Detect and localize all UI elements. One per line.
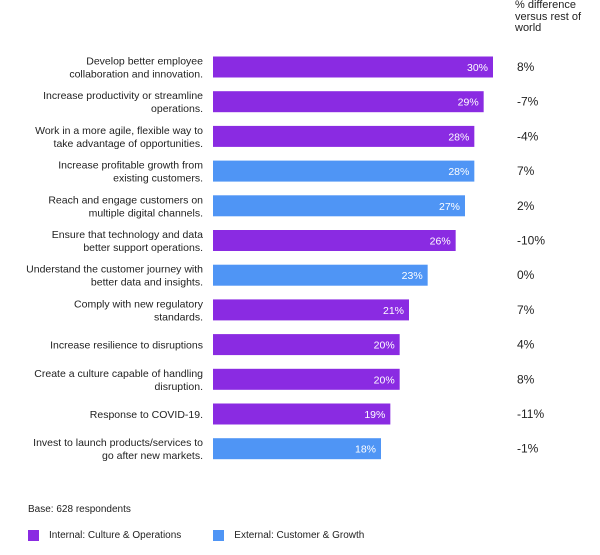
- bar-value-label-1: 30%: [467, 62, 488, 74]
- bar-5: [213, 195, 465, 217]
- bar-value-label-9: 20%: [374, 340, 395, 352]
- bar-2: [213, 91, 484, 113]
- bar-1: [213, 56, 493, 78]
- bar-value-label-4: 28%: [448, 166, 469, 178]
- difference-label-10: 8%: [517, 372, 535, 386]
- category-label-1: Develop better employee collaboration and…: [69, 56, 203, 81]
- bar-value-label-10: 20%: [374, 374, 395, 386]
- base-note: Base: 628 respondents: [28, 504, 131, 515]
- category-label-4: Increase profitable growth from existing …: [58, 160, 203, 185]
- legend-label-internal: Internal: Culture & Operations: [49, 530, 182, 541]
- category-label-12: Invest to launch products/services to go …: [33, 437, 203, 462]
- difference-label-1: 8%: [517, 60, 535, 74]
- category-label-3: Work in a more agile, flexible way to tak…: [35, 125, 203, 150]
- bar-6: [213, 230, 456, 251]
- difference-label-11: -11%: [517, 407, 544, 421]
- category-label-8: Comply with new regulatory standards.: [74, 298, 204, 323]
- bar-value-label-2: 29%: [458, 97, 479, 109]
- difference-label-7: 0%: [517, 268, 535, 282]
- category-label-11: Response to COVID-19.: [90, 409, 203, 421]
- legend: Internal: Culture & Operations External:…: [28, 530, 364, 541]
- category-label-7: Understand the customer journey with bett…: [26, 264, 203, 289]
- bar-value-label-11: 19%: [364, 409, 385, 421]
- bar-11: [213, 403, 391, 425]
- bar-9: [213, 334, 400, 356]
- bar-12: [213, 438, 381, 460]
- bar-value-label-12: 18%: [355, 444, 376, 456]
- legend-label-external: External: Customer & Growth: [234, 530, 365, 541]
- bar-7: [213, 264, 428, 286]
- category-label-9: Increase resilience to disruptions: [50, 340, 203, 352]
- category-label-6: Ensure that technology and data better su…: [52, 229, 203, 254]
- difference-label-4: 7%: [517, 164, 535, 178]
- difference-label-12: -1%: [517, 442, 539, 456]
- difference-column-header: % difference versus rest of world: [515, 0, 582, 34]
- difference-label-2: -7%: [517, 95, 539, 109]
- difference-label-9: 4%: [517, 338, 535, 352]
- legend-swatch-external: [213, 530, 225, 541]
- legend-item-internal: Internal: Culture & Operations: [28, 530, 181, 541]
- legend-item-external: External: Customer & Growth: [213, 530, 364, 541]
- difference-label-3: -4%: [517, 129, 539, 143]
- category-label-2: Increase productivity or streamline opera…: [43, 90, 203, 115]
- bar-4: [213, 160, 475, 182]
- difference-label-6: -10%: [517, 234, 545, 248]
- bar-value-label-6: 26%: [430, 236, 451, 248]
- category-label-10: Create a culture capable of handling disr…: [34, 368, 203, 393]
- bar-10: [213, 368, 400, 390]
- difference-label-8: 7%: [517, 303, 535, 317]
- legend-swatch-internal: [28, 530, 39, 541]
- category-label-5: Reach and engage customers on multiple di…: [48, 194, 203, 219]
- bar-value-label-7: 23%: [402, 270, 423, 282]
- bar-value-label-8: 21%: [383, 305, 404, 317]
- bar-8: [213, 299, 409, 321]
- difference-label-5: 2%: [517, 199, 535, 213]
- bar-value-label-3: 28%: [448, 131, 469, 143]
- bar-value-label-5: 27%: [439, 201, 460, 213]
- bar-3: [213, 125, 475, 147]
